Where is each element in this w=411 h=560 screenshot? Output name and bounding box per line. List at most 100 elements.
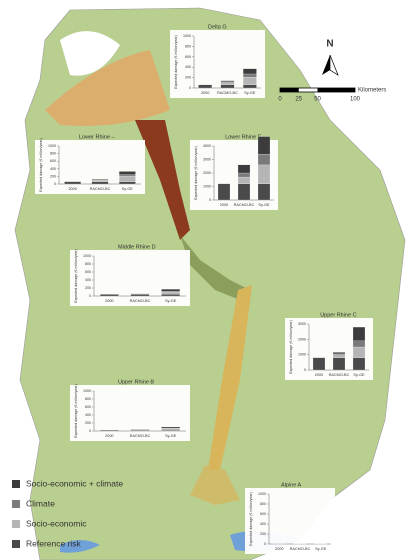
x-tick-label: 2000 — [201, 91, 209, 95]
x-tick-label: 2000 — [275, 547, 283, 551]
y-tick-label: 200 — [50, 174, 56, 178]
scale-bar-segment — [280, 88, 299, 92]
chart-title: Upper Rhine C — [320, 312, 356, 318]
inset-chart: Upper Rhine C Expected damage (€ million/… — [285, 312, 373, 380]
y-tick-label: 400 — [85, 413, 91, 417]
y-tick-label: 400 — [85, 278, 91, 282]
scale-tick-label: 0 — [278, 97, 282, 103]
y-tick-label: 0 — [89, 429, 91, 433]
x-tick-label: RACMO-BC — [90, 187, 111, 191]
bar-segment — [312, 357, 326, 371]
scale-title: Kilometers — [358, 88, 386, 94]
legend-label: Socio-economic — [26, 518, 87, 528]
bar-segment — [119, 181, 136, 185]
x-tick-label: Sy-GE — [122, 187, 134, 191]
bar-segment — [237, 183, 251, 201]
x-tick-label: RACMO-BC — [217, 91, 238, 95]
inset-chart: Alpine A Expected damage (€ million/year)… — [245, 482, 335, 554]
legend-swatch — [12, 520, 20, 528]
y-tick-label: 0 — [264, 542, 266, 546]
bar-segment — [217, 183, 231, 201]
y-tick-label: 0 — [89, 294, 91, 298]
bar-segment — [161, 289, 180, 292]
bar-segment — [220, 80, 235, 82]
lake — [60, 31, 120, 76]
y-tick-label: 200 — [85, 421, 91, 425]
scale-tick-label: 100 — [350, 97, 361, 103]
bar-segment — [352, 326, 366, 341]
y-tick-label: 800 — [185, 44, 191, 48]
legend-label: Reference risk — [26, 538, 82, 548]
legend-label: Socio-economic + climate — [26, 478, 123, 488]
y-tick-label: 0 — [209, 198, 211, 202]
inset-chart: Middle Rhine D Expected damage (€ million… — [70, 244, 190, 306]
inset-chart: Lower Rhine – Expected damage (€ million/… — [35, 134, 145, 194]
x-tick-label: Sy-GE — [165, 434, 177, 438]
charts: Delta G Expected damage (€ million/year) 0… — [35, 24, 373, 554]
bar-segment — [91, 178, 109, 180]
bar-segment — [130, 293, 150, 295]
bar-segment — [100, 430, 119, 432]
chart-title: Alpine A — [281, 482, 302, 488]
y-tick-label: 600 — [85, 270, 91, 274]
bar-segment — [161, 294, 180, 297]
x-tick-label: RACMO-BC — [290, 547, 311, 551]
bar-segment — [119, 171, 136, 175]
y-tick-label: 800 — [85, 397, 91, 401]
bar-segment — [332, 357, 346, 371]
x-tick-label: 2000 — [105, 299, 113, 303]
bar-segment — [220, 81, 235, 85]
scale-bar: 0 25 50 100 Kilometers — [278, 88, 386, 103]
inset-chart: Delta G Expected damage (€ million/year) 0… — [170, 24, 265, 98]
alpine-area — [190, 465, 240, 505]
y-axis-label: Expected damage (€ million/year) — [74, 249, 78, 303]
bar-segment — [257, 183, 271, 201]
bar-segment — [352, 340, 366, 348]
bar-segment — [237, 164, 251, 174]
bar-segment — [243, 68, 257, 75]
y-tick-label: 1000 — [83, 389, 91, 393]
bar-segment — [237, 176, 251, 184]
scale-bar-segment — [317, 88, 355, 92]
lower-rhine-area — [135, 120, 190, 240]
x-tick-label: 2000 — [315, 373, 323, 377]
y-axis-label: Expected damage (€ million/year) — [249, 492, 253, 546]
bar-segment — [161, 428, 180, 431]
x-tick-label: Sy-GE — [258, 203, 270, 207]
y-tick-label: 600 — [185, 55, 191, 59]
y-tick-label: 0 — [189, 86, 191, 90]
chart-title: Lower Rhine E — [225, 134, 261, 140]
bar-segment — [91, 181, 109, 185]
legend-label: Climate — [26, 498, 55, 508]
y-tick-label: 200 — [185, 76, 191, 80]
bar-segment — [257, 136, 271, 155]
bar-segment — [352, 357, 366, 371]
x-tick-label: Sy-GE — [165, 299, 177, 303]
chart-background — [245, 488, 335, 554]
bar-segment — [161, 291, 180, 295]
y-tick-label: 1000 — [258, 492, 266, 496]
x-tick-label: Sy-GE — [353, 373, 365, 377]
y-tick-label: 0 — [304, 368, 306, 372]
north-arrow: N — [322, 39, 339, 76]
bar-segment — [243, 73, 257, 78]
legend-swatch — [12, 480, 20, 488]
y-tick-label: 600 — [50, 159, 56, 163]
bar-segment — [91, 180, 109, 182]
y-tick-label: 1000 — [183, 34, 191, 38]
y-tick-label: 600 — [85, 405, 91, 409]
bar-segment — [243, 76, 257, 85]
chart-background — [70, 250, 190, 306]
x-tick-label: Sy-GE — [244, 91, 256, 95]
bar-segment — [161, 291, 180, 293]
bar-segment — [130, 294, 150, 297]
chart-title: Middle Rhine D — [118, 244, 156, 250]
bar-segment — [64, 181, 81, 185]
y-tick-label: 200 — [85, 286, 91, 290]
delta-area — [45, 50, 170, 126]
upper-rhine-area — [208, 285, 252, 470]
middle-rhine-area — [180, 235, 250, 300]
bar-segment — [161, 426, 180, 429]
x-tick-label: RACMO-BC — [329, 373, 350, 377]
